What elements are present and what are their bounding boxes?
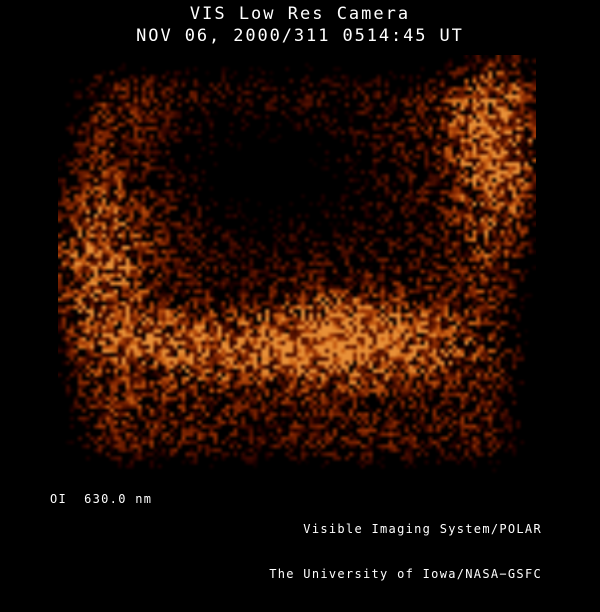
observation-timestamp: NOV 06, 2000/311 0514:45 UT xyxy=(136,26,464,46)
credit-line-instrument: Visible Imaging System/POLAR xyxy=(303,522,542,536)
credit-block: Visible Imaging System/POLAR The Univers… xyxy=(269,492,542,612)
vis-camera-frame: VIS Low Res Camera NOV 06, 2000/311 0514… xyxy=(50,4,541,581)
auroral-oval-image xyxy=(58,55,536,480)
credit-line-institution: The University of Iowa/NASA−GSFC xyxy=(269,567,542,581)
page-title: VIS Low Res Camera xyxy=(189,4,411,24)
emission-line-label: OI 630.0 nm xyxy=(50,492,153,506)
auroral-oval-canvas xyxy=(58,55,536,480)
